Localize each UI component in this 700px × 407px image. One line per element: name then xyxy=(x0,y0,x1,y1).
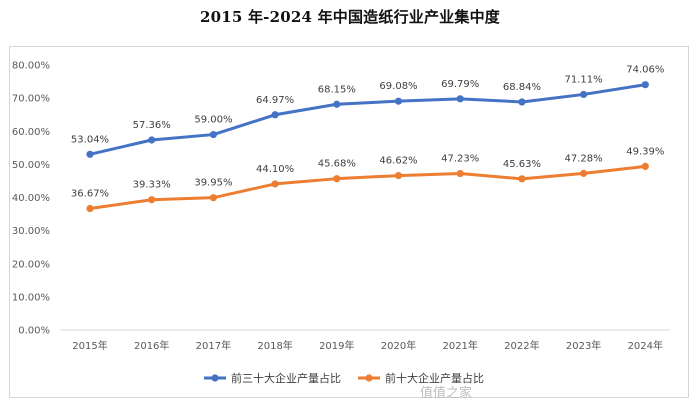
data-point xyxy=(209,194,217,202)
x-tick-label: 2019年 xyxy=(319,339,354,352)
x-tick-label: 2016年 xyxy=(134,339,169,352)
data-label: 68.84% xyxy=(503,82,541,93)
data-label: 45.63% xyxy=(503,159,541,170)
legend-swatch-marker xyxy=(365,374,373,382)
x-tick-label: 2023年 xyxy=(566,339,601,352)
data-label: 49.39% xyxy=(626,146,664,157)
data-label: 53.04% xyxy=(71,134,109,145)
y-tick-label: 20.00% xyxy=(12,259,50,270)
y-tick-label: 40.00% xyxy=(12,193,50,204)
data-label: 46.62% xyxy=(379,156,417,167)
y-tick-label: 30.00% xyxy=(12,226,50,237)
data-point xyxy=(580,169,588,177)
data-point xyxy=(148,196,156,204)
data-point xyxy=(209,130,217,139)
data-label: 57.36% xyxy=(133,120,171,131)
data-point xyxy=(86,150,94,158)
legend-swatch-marker xyxy=(211,374,219,382)
data-label: 36.67% xyxy=(71,189,109,200)
data-point xyxy=(333,175,341,183)
data-point xyxy=(456,169,464,178)
legend-label: 前十大企业产量占比 xyxy=(385,371,484,385)
data-label: 39.95% xyxy=(194,178,232,189)
y-tick-label: 70.00% xyxy=(12,94,50,105)
data-label: 47.28% xyxy=(565,153,603,164)
series-line xyxy=(88,83,647,156)
data-label: 68.15% xyxy=(318,84,356,95)
y-tick-label: 50.00% xyxy=(12,160,50,171)
data-point xyxy=(333,100,341,108)
y-tick-label: 0.00% xyxy=(18,326,50,337)
watermark-text: 值值之家 xyxy=(420,385,472,401)
x-tick-label: 2021年 xyxy=(442,339,477,352)
data-label: 74.06% xyxy=(626,65,664,76)
data-point xyxy=(394,171,403,180)
data-point xyxy=(641,162,649,170)
data-label: 45.68% xyxy=(318,159,356,170)
data-label: 47.23% xyxy=(441,154,479,165)
data-point xyxy=(518,175,526,183)
data-point xyxy=(271,180,279,188)
chart-title: 2015 年-2024 年中国造纸行业产业集中度 xyxy=(200,8,500,26)
data-point xyxy=(580,90,588,99)
data-point xyxy=(271,111,279,119)
legend-label: 前三十大企业产量占比 xyxy=(231,371,341,385)
x-tick-label: 2015年 xyxy=(72,339,107,352)
x-tick-label: 2018年 xyxy=(257,339,292,352)
x-tick-label: 2022年 xyxy=(504,339,539,352)
data-label: 44.10% xyxy=(256,164,294,175)
x-tick-label: 2020年 xyxy=(381,339,416,352)
x-tick-label: 2017年 xyxy=(196,339,231,352)
data-point xyxy=(518,98,526,106)
data-label: 59.00% xyxy=(194,115,232,126)
data-point xyxy=(86,204,94,213)
data-point xyxy=(148,136,156,144)
y-tick-label: 80.00% xyxy=(12,61,50,72)
data-label: 71.11% xyxy=(565,74,603,85)
data-label: 39.33% xyxy=(133,180,171,191)
series-line xyxy=(88,164,647,211)
data-label: 69.79% xyxy=(441,79,479,90)
data-point xyxy=(641,81,649,89)
y-tick-label: 10.00% xyxy=(12,292,50,303)
data-label: 69.08% xyxy=(379,81,417,92)
x-tick-label: 2024年 xyxy=(628,339,663,352)
chart-frame xyxy=(9,46,689,398)
data-point xyxy=(456,95,464,103)
data-label: 64.97% xyxy=(256,95,294,106)
data-point xyxy=(394,97,403,105)
y-tick-label: 60.00% xyxy=(12,127,50,138)
